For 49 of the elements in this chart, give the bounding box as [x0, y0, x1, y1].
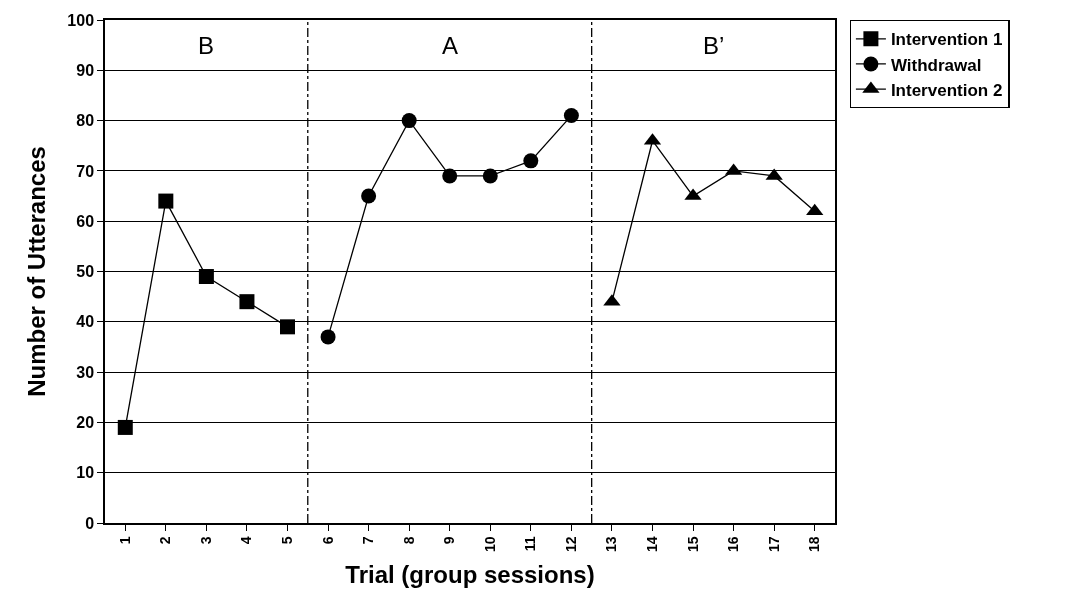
- legend-label: Withdrawal: [890, 55, 982, 75]
- y-tick-label: 80: [76, 112, 95, 130]
- point: [239, 294, 255, 310]
- y-axis-title: Number of Utterances: [22, 146, 50, 397]
- y-tick-label: 100: [67, 11, 95, 29]
- x-tick-label: 9: [441, 536, 458, 545]
- y-tick-label: 70: [76, 162, 95, 180]
- y-tick-label: 50: [76, 263, 95, 281]
- x-tick-label: 13: [603, 536, 620, 552]
- y-tick-label: 0: [85, 514, 95, 532]
- point: [198, 269, 214, 285]
- x-tick-label: 16: [725, 536, 742, 552]
- legend-label: Intervention 1: [890, 30, 1003, 50]
- x-tick-label: 11: [522, 536, 539, 552]
- point: [280, 319, 295, 335]
- x-tick-label: 2: [157, 536, 174, 545]
- point: [158, 193, 174, 209]
- y-tick-label: 20: [76, 414, 95, 431]
- point: [563, 108, 579, 124]
- x-tick-label: 8: [400, 536, 417, 545]
- point: [361, 188, 377, 204]
- x-axis-title: Trial (group sessions): [345, 560, 595, 588]
- annotation: B: [198, 32, 215, 59]
- x-tick-label: 17: [765, 536, 782, 552]
- point: [442, 168, 458, 184]
- x-tick-label: 14: [644, 536, 661, 552]
- point: [320, 329, 336, 345]
- annotation: A: [442, 32, 459, 59]
- y-tick-label: 30: [76, 363, 95, 381]
- x-tick-label: 18: [806, 536, 823, 552]
- legend-label: Intervention 2: [890, 80, 1003, 100]
- point: [523, 153, 539, 169]
- x-tick-label: 7: [360, 536, 377, 545]
- annotation: B’: [703, 32, 725, 59]
- y-tick-label: 40: [76, 313, 95, 331]
- x-tick-label: 10: [481, 536, 498, 552]
- x-tick-label: 3: [197, 536, 214, 545]
- y-tick-label: 10: [76, 464, 95, 482]
- x-tick-label: 1: [116, 536, 133, 545]
- point: [117, 419, 133, 435]
- point: [482, 168, 498, 184]
- x-tick-label: 12: [562, 536, 579, 552]
- x-tick-label: 15: [684, 536, 701, 552]
- y-tick-label: 90: [76, 61, 95, 79]
- x-tick-label: 6: [319, 536, 336, 545]
- y-tick-label: 60: [76, 212, 95, 230]
- x-tick-label: 4: [238, 536, 255, 545]
- x-tick-label: 5: [279, 536, 296, 545]
- point: [401, 113, 417, 129]
